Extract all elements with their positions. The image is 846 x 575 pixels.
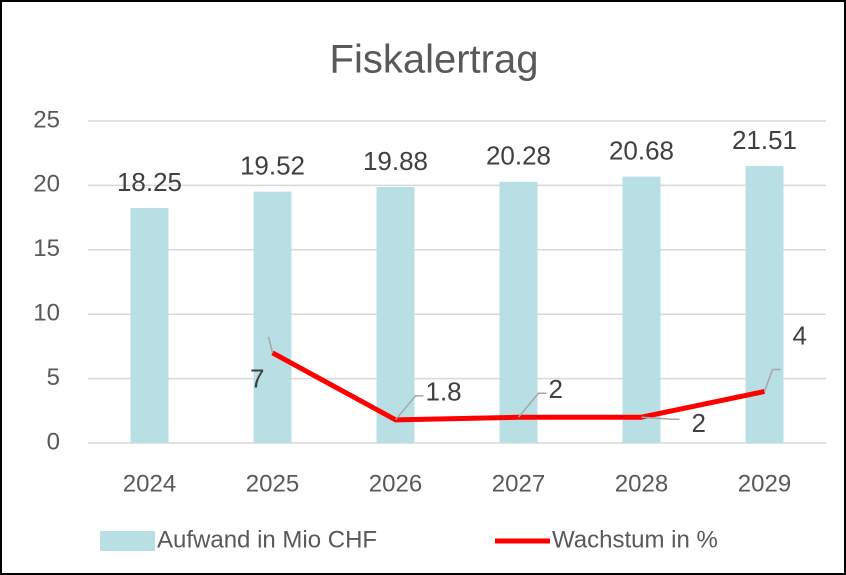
x-tick-label: 2025 [246,470,299,497]
legend-label: Wachstum in % [552,526,718,553]
y-tick-label: 5 [47,364,60,391]
leader-line [763,368,781,392]
data-label: 4 [793,320,807,350]
data-label: 2 [692,408,706,438]
bar [745,165,784,443]
x-tick-label: 2026 [369,470,422,497]
data-label: 19.88 [363,146,428,176]
y-tick-label: 0 [47,428,60,455]
data-label: 19.52 [240,150,305,180]
bar [499,181,538,444]
legend-swatch [100,531,155,551]
data-label: 21.51 [732,125,797,155]
data-label: 7 [250,364,264,394]
x-tick-label: 2028 [615,470,668,497]
bar [130,207,169,443]
bar [253,191,292,443]
data-label: 20.68 [609,136,674,166]
bar [376,186,415,443]
data-label: 1.8 [426,377,462,407]
leader-line [641,416,680,420]
leader-line [517,392,547,418]
x-tick-label: 2027 [492,470,545,497]
x-tick-label: 2024 [123,470,176,497]
bar [622,176,661,443]
y-tick-label: 25 [33,106,60,133]
leader-line [394,395,424,421]
y-tick-label: 10 [33,300,60,327]
legend-label: Aufwand in Mio CHF [157,526,377,553]
y-tick-label: 20 [33,171,60,198]
y-tick-label: 15 [33,235,60,262]
data-label: 20.28 [486,141,551,171]
data-label: 18.25 [117,167,182,197]
chart-title: Fiskalertrag [330,38,539,82]
x-tick-label: 2029 [738,470,791,497]
data-label: 2 [549,374,563,404]
leader-line [267,336,274,354]
